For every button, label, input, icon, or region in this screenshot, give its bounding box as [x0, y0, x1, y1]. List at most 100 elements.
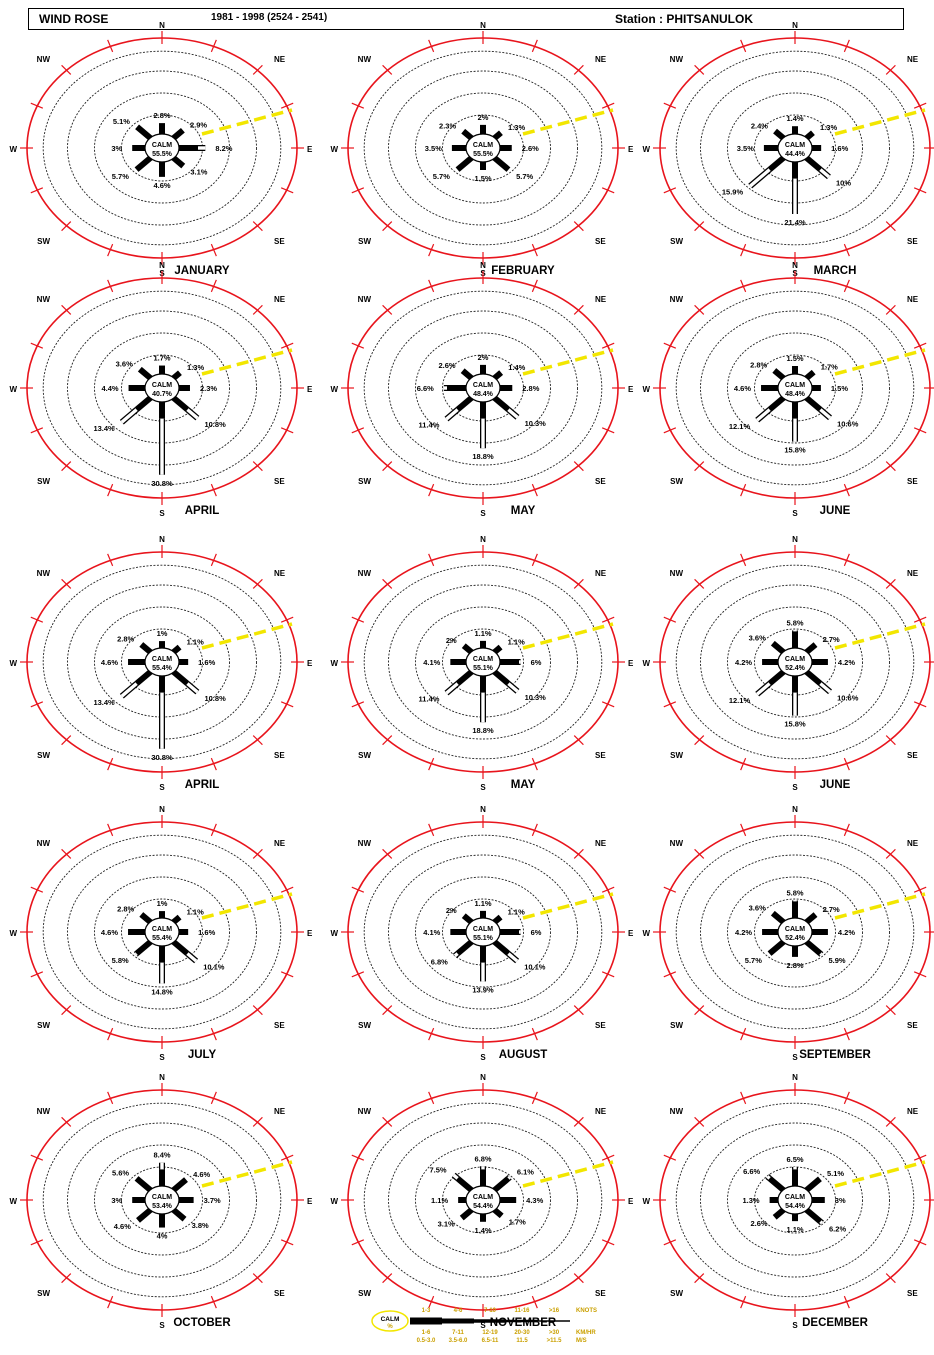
calm-label: CALM — [785, 656, 805, 663]
ring-tick — [885, 64, 896, 75]
inner-ring — [727, 876, 863, 988]
calm-circle — [465, 373, 501, 403]
direction-value: 1.3% — [820, 123, 837, 132]
direction-value: 2.4% — [751, 121, 768, 130]
wind-arm-solid — [169, 938, 190, 956]
ring-tick — [107, 243, 114, 257]
ring-tick — [694, 578, 705, 589]
direction-label-s: S — [480, 509, 486, 518]
direction-label-e: E — [628, 1197, 634, 1206]
direction-value: 2.6% — [522, 144, 539, 153]
calm-label: CALM — [152, 382, 172, 389]
ring-tick — [252, 64, 263, 75]
ring-tick — [107, 757, 114, 771]
ring-tick — [885, 461, 896, 472]
direction-value: 1.5% — [831, 384, 848, 393]
calm-circle — [144, 133, 180, 163]
wind-arm-hollow — [756, 682, 771, 696]
calm-circle — [144, 917, 180, 947]
ring-tick — [913, 971, 927, 978]
ring-tick — [61, 735, 72, 746]
direction-value: 5.7% — [433, 172, 450, 181]
ring-tick — [351, 616, 365, 623]
calm-value: 55.1% — [473, 665, 494, 672]
direction-label-ne: NE — [274, 839, 286, 848]
calm-arrow — [522, 348, 614, 376]
direction-value: 4.1% — [423, 928, 440, 937]
ring-tick — [428, 1027, 435, 1041]
direction-value: 4.4% — [101, 384, 118, 393]
calm-label: CALM — [785, 142, 805, 149]
direction-value: 1.3% — [508, 123, 525, 132]
ring-tick — [885, 848, 896, 859]
direction-value: 11.4% — [419, 695, 440, 704]
direction-value: 10.3% — [525, 693, 547, 702]
direction-label-n: N — [792, 21, 798, 30]
ring-tick — [573, 304, 584, 315]
direction-label-sw: SW — [358, 1289, 371, 1298]
direction-label-w: W — [330, 385, 338, 394]
direction-value: 7.5% — [429, 1165, 446, 1174]
direction-value: 1.6% — [198, 928, 215, 937]
ring-tick — [885, 1116, 896, 1127]
direction-value: 5.6% — [112, 1168, 129, 1177]
direction-label-nw: NW — [670, 295, 684, 304]
ring-tick — [280, 342, 294, 349]
direction-label-ne: NE — [907, 839, 919, 848]
ring-tick — [30, 1154, 44, 1161]
ring-tick — [694, 735, 705, 746]
direction-label-w: W — [642, 929, 650, 938]
direction-label-sw: SW — [37, 477, 50, 486]
ring-tick — [30, 971, 44, 978]
direction-value: 10.8% — [204, 694, 226, 703]
ring-tick — [428, 757, 435, 771]
wind-rose-8: N NE E SE S SW W NW 1.1% 1.1% 6% 10.3% 18.8% 11.4% 4.1… — [330, 535, 634, 792]
ring-tick — [252, 1273, 263, 1284]
wind-rose-3: NNEESESSWWNW1.4%1.3%1.6%10%21.4%15.9%3.5… — [642, 21, 934, 278]
direction-value: 5.8% — [786, 618, 803, 627]
ring-tick — [913, 1154, 927, 1161]
ring-tick — [107, 823, 114, 837]
direction-label-e: E — [628, 145, 634, 154]
wind-arm-solid — [802, 668, 823, 686]
ring-tick — [601, 701, 615, 708]
direction-value: 1.6% — [831, 144, 848, 153]
ring-tick — [573, 1116, 584, 1127]
wind-rose-2: NNEESESSWWNW2%1.3%2.6%5.7%1.5%5.7%3.5%2.… — [330, 21, 634, 278]
direction-value: 10% — [836, 179, 851, 188]
direction-value: 5.7% — [112, 172, 129, 181]
ring-tick — [252, 304, 263, 315]
direction-label-se: SE — [274, 751, 285, 760]
ring-tick — [382, 578, 393, 589]
direction-label-se: SE — [595, 237, 606, 246]
ring-tick — [280, 427, 294, 434]
direction-label-e: E — [307, 1197, 313, 1206]
direction-label-ne: NE — [907, 55, 919, 64]
ring-tick — [663, 971, 677, 978]
direction-label-n: N — [792, 535, 798, 544]
wind-rose-12: NNEESESSWWNW5.8%2.7%4.2%5.9%2.8%5.7%4.2%… — [642, 805, 934, 1062]
direction-value: 3.6% — [116, 359, 133, 368]
direction-label-sw: SW — [670, 237, 683, 246]
ring-tick — [252, 578, 263, 589]
ring-tick — [663, 187, 677, 194]
wind-arm-solid — [802, 1206, 823, 1224]
direction-value: 1.5% — [786, 354, 803, 363]
direction-value: 2.3% — [439, 122, 456, 131]
ring-tick — [843, 757, 850, 771]
ring-tick — [663, 102, 677, 109]
inner-ring — [67, 1122, 257, 1278]
direction-label-sw: SW — [37, 1289, 50, 1298]
ring-tick — [252, 1116, 263, 1127]
ring-tick — [601, 971, 615, 978]
ring-tick — [913, 342, 927, 349]
direction-value: 2.7% — [823, 905, 840, 914]
ring-tick — [280, 102, 294, 109]
direction-value: 3% — [111, 1196, 122, 1205]
ring-tick — [913, 102, 927, 109]
direction-label-se: SE — [274, 477, 285, 486]
wind-arm-hollow — [507, 408, 519, 419]
direction-label-w: W — [642, 659, 650, 668]
direction-value: 12.1% — [729, 422, 751, 431]
ring-tick — [428, 483, 435, 497]
